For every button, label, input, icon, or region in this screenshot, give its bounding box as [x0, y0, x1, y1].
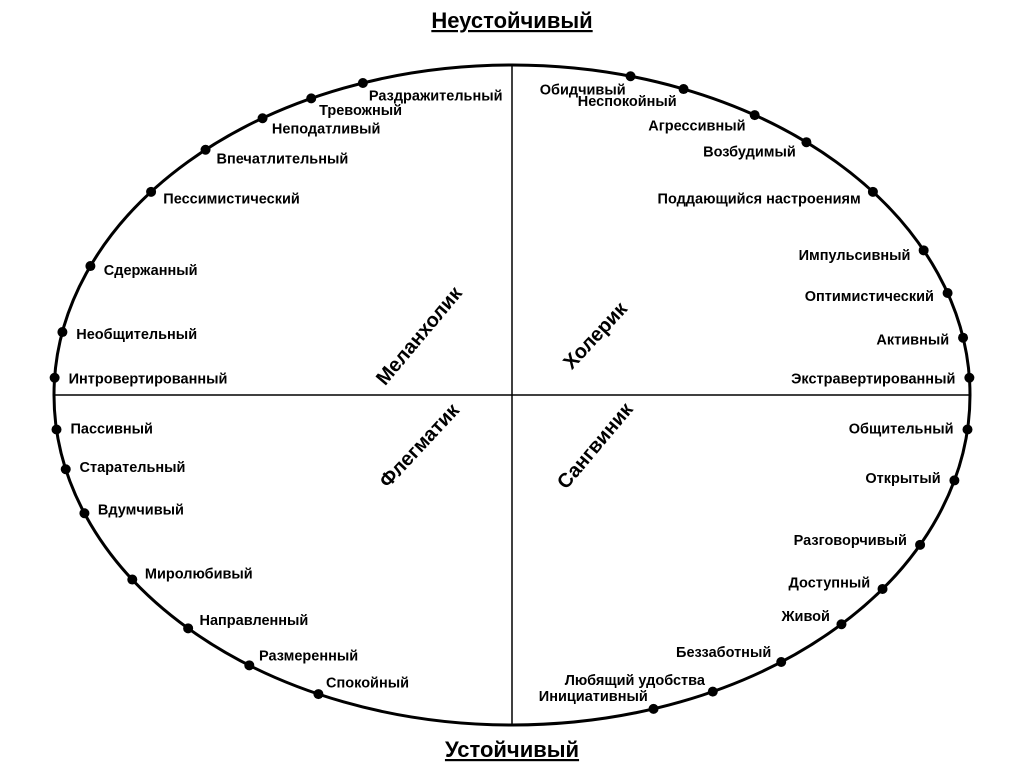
trait-dot — [313, 689, 323, 699]
trait-label: Пессимистический — [163, 192, 300, 208]
trait-dot — [949, 475, 959, 485]
trait-dot — [915, 540, 925, 550]
trait-label: Поддающийся настроениям — [658, 192, 861, 208]
trait-label: Инициативный — [539, 689, 648, 705]
trait-dot — [127, 575, 137, 585]
trait-label: Разговорчивый — [794, 533, 907, 549]
trait-label: Живой — [780, 609, 830, 625]
trait-dot — [679, 84, 689, 94]
trait-label: Беззаботный — [676, 645, 771, 661]
trait-label: Размеренный — [259, 648, 358, 664]
trait-label: Активный — [876, 332, 949, 348]
trait-dot — [57, 327, 67, 337]
axis-top-label: Неустойчивый — [431, 8, 592, 33]
quadrant-label-top_right: Холерик — [559, 297, 632, 373]
trait-dot — [183, 623, 193, 633]
trait-dot — [52, 424, 62, 434]
trait-label: Общительный — [849, 421, 954, 437]
trait-dot — [649, 704, 659, 714]
trait-dot — [358, 78, 368, 88]
trait-label: Неспокойный — [578, 94, 677, 110]
trait-dot — [61, 464, 71, 474]
trait-dot — [964, 373, 974, 383]
trait-dot — [962, 424, 972, 434]
trait-dot — [244, 660, 254, 670]
trait-label: Открытый — [865, 471, 940, 487]
trait-dot — [258, 113, 268, 123]
trait-label: Неподатливый — [272, 122, 380, 138]
trait-label: Любящий удобства — [565, 673, 706, 689]
temperament-circle-diagram: Неустойчивый Устойчивый Меланхолик Холерик Ф… — [0, 0, 1024, 768]
trait-label: Впечатлительный — [216, 152, 348, 168]
trait-dot — [750, 110, 760, 120]
trait-dot — [146, 187, 156, 197]
trait-label: Миролюбивый — [145, 566, 253, 582]
axis-bottom-label: Устойчивый — [445, 737, 579, 762]
trait-label: Оптимистический — [805, 289, 934, 305]
trait-dot — [50, 373, 60, 383]
trait-label: Старательный — [80, 460, 186, 476]
trait-label: Доступный — [789, 575, 871, 591]
trait-dot — [776, 657, 786, 667]
quadrant-label-bottom_right: Сангвиник — [553, 398, 638, 493]
trait-label: Тревожный — [319, 103, 402, 119]
trait-dot — [79, 508, 89, 518]
trait-label: Вдумчивый — [98, 503, 184, 519]
trait-label: Агрессивный — [648, 119, 745, 135]
trait-dot — [958, 333, 968, 343]
trait-label: Направленный — [200, 613, 309, 629]
trait-dot — [943, 288, 953, 298]
trait-dot — [85, 261, 95, 271]
trait-label: Сдержанный — [104, 263, 198, 279]
trait-label: Спокойный — [326, 675, 409, 691]
trait-label: Возбудимый — [703, 144, 796, 160]
quadrant-label-top_left: Меланхолик — [372, 282, 467, 390]
trait-dot — [919, 245, 929, 255]
trait-dot — [626, 71, 636, 81]
trait-label: Необщительный — [76, 327, 197, 343]
trait-label: Импульсивный — [799, 248, 911, 264]
trait-label: Интровертированный — [69, 371, 228, 387]
trait-dot — [801, 137, 811, 147]
trait-dot — [868, 187, 878, 197]
trait-dot — [708, 687, 718, 697]
trait-dot — [878, 584, 888, 594]
quadrant-label-bottom_left: Флегматик — [375, 399, 464, 492]
trait-label: Экстравертированный — [791, 371, 955, 387]
trait-dot — [201, 145, 211, 155]
trait-dot — [836, 619, 846, 629]
trait-dot — [306, 93, 316, 103]
trait-label: Пассивный — [70, 421, 152, 437]
